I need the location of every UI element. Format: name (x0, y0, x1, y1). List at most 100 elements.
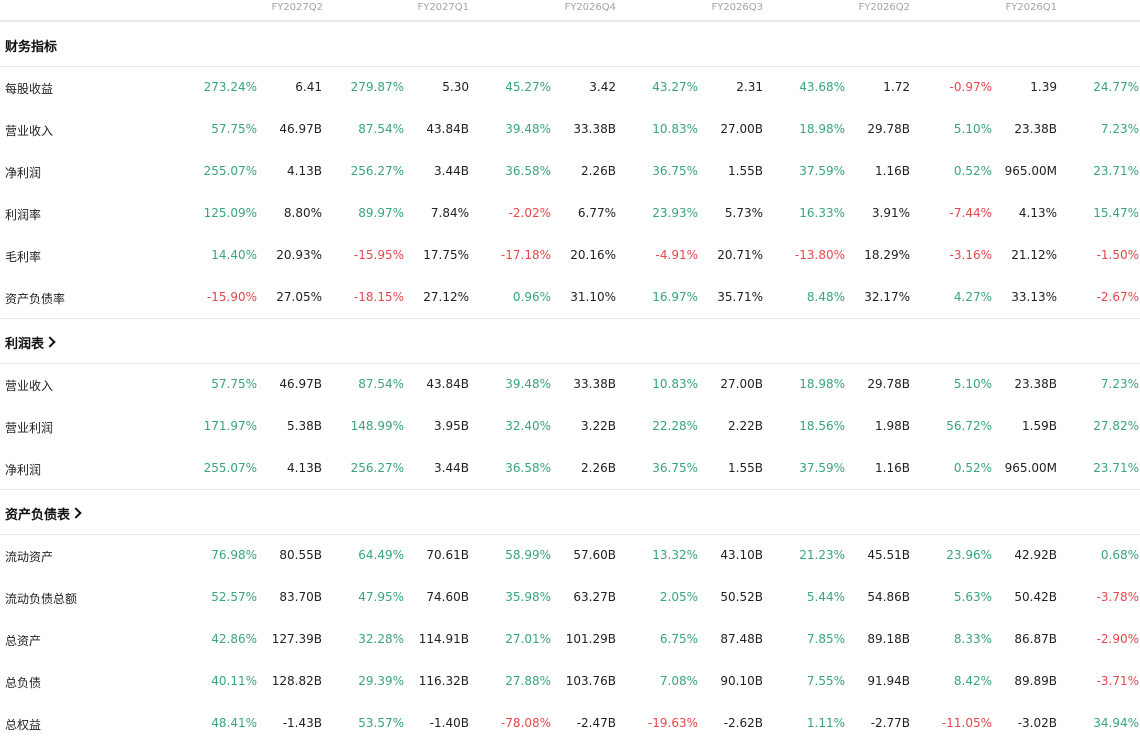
period-value: -3.02B (1017, 716, 1057, 730)
change-percent: 32.40% (505, 419, 551, 433)
chevron-right-icon[interactable] (44, 336, 56, 348)
period-header[interactable]: FY2026Q1 (1005, 2, 1057, 13)
period-value: 116.32B (418, 674, 469, 688)
change-percent: 10.83% (652, 377, 698, 391)
period-value: 89.89B (1014, 674, 1057, 688)
change-percent: 279.87% (350, 80, 404, 94)
change-percent: -19.63% (647, 716, 698, 730)
period-value: 3.22B (581, 419, 616, 433)
period-value: 20.71% (717, 248, 763, 262)
change-percent: 58.99% (505, 548, 551, 562)
change-percent: 64.49% (358, 548, 404, 562)
period-value: 33.38B (573, 377, 616, 391)
change-percent: 13.32% (652, 548, 698, 562)
period-value: 32.17% (864, 290, 910, 304)
change-percent: 39.48% (505, 377, 551, 391)
change-percent: 36.58% (505, 164, 551, 178)
section-title[interactable]: 资产负债表 (5, 504, 82, 523)
change-percent: 23.93% (652, 206, 698, 220)
chevron-right-icon[interactable] (70, 507, 82, 519)
change-percent: 35.98% (505, 590, 551, 604)
section-title-text: 利润表 (5, 337, 45, 352)
change-percent: 18.98% (799, 122, 845, 136)
table-row: 营业收入 57.75% 46.97B 87.54% 43.84B 39.48% 33.38B… (0, 363, 1140, 405)
period-value: 23.38B (1014, 122, 1057, 136)
change-percent: 7.55% (806, 674, 845, 688)
change-percent: 5.10% (953, 377, 992, 391)
period-value: 127.39B (271, 632, 322, 646)
table-row: 营业收入 57.75% 46.97B 87.54% 43.84B 39.48% 33.38B… (0, 108, 1140, 150)
change-percent: 43.68% (799, 80, 845, 94)
period-value: 23.38B (1014, 377, 1057, 391)
change-percent: 37.59% (799, 461, 845, 475)
period-value: 89.18B (867, 632, 910, 646)
change-percent: 48.41% (211, 716, 257, 730)
row-label: 净利润 (5, 166, 42, 180)
change-percent: 36.58% (505, 461, 551, 475)
change-percent: 8.33% (953, 632, 992, 646)
change-percent: 16.97% (652, 290, 698, 304)
table-row: 每股收益 273.24% 6.41 279.87% 5.30 45.27% 3.42 43.2… (0, 66, 1140, 108)
change-percent: -78.08% (500, 716, 551, 730)
period-value: -2.62B (723, 716, 763, 730)
row-label: 营业利润 (5, 421, 54, 435)
change-percent: 2.05% (659, 590, 698, 604)
change-percent: 57.75% (211, 122, 257, 136)
period-value: 31.10% (570, 290, 616, 304)
period-value: 27.05% (276, 290, 322, 304)
period-value: 2.26B (581, 164, 616, 178)
change-percent: 1.11% (806, 716, 845, 730)
change-percent: -2.90% (1096, 632, 1139, 646)
change-percent: 89.97% (358, 206, 404, 220)
section-header[interactable]: 利润表 (0, 318, 1140, 364)
change-percent: 22.28% (652, 419, 698, 433)
period-header[interactable]: FY2027Q1 (417, 2, 469, 13)
change-percent: 256.27% (350, 461, 404, 475)
period-value: -2.47B (576, 716, 616, 730)
change-percent: -15.95% (353, 248, 404, 262)
change-percent: 0.96% (512, 290, 551, 304)
period-value: 43.10B (720, 548, 763, 562)
period-value: 29.78B (867, 377, 910, 391)
change-percent: 43.27% (652, 80, 698, 94)
period-value: -2.77B (870, 716, 910, 730)
change-percent: -3.78% (1096, 590, 1139, 604)
period-value: 2.26B (581, 461, 616, 475)
table-row: 毛利率 14.40% 20.93% -15.95% 17.75% -17.18% 20.16… (0, 234, 1140, 276)
change-percent: 34.94% (1093, 716, 1139, 730)
period-value: 42.92B (1014, 548, 1057, 562)
change-percent: -4.91% (655, 248, 698, 262)
change-percent: 148.99% (350, 419, 404, 433)
change-percent: 53.57% (358, 716, 404, 730)
period-value: 3.95B (434, 419, 469, 433)
section-header[interactable]: 资产负债表 (0, 489, 1140, 535)
change-percent: 52.57% (211, 590, 257, 604)
change-percent: 0.52% (953, 461, 992, 475)
table-row: 总权益 48.41% -1.43B 53.57% -1.40B -78.08% -2.47B… (0, 702, 1140, 740)
change-percent: -18.15% (353, 290, 404, 304)
period-value: 965.00M (1004, 164, 1057, 178)
change-percent: 15.47% (1093, 206, 1139, 220)
period-value: 1.16B (875, 164, 910, 178)
period-header[interactable]: FY2026Q3 (711, 2, 763, 13)
table-row: 营业利润 171.97% 5.38B 148.99% 3.95B 32.40% 3.22B 2… (0, 405, 1140, 447)
period-value: 4.13B (287, 164, 322, 178)
period-value: 128.82B (271, 674, 322, 688)
change-percent: 10.83% (652, 122, 698, 136)
period-header[interactable]: FY2026Q4 (564, 2, 616, 13)
section-title[interactable]: 利润表 (5, 333, 56, 352)
row-label: 利润率 (5, 208, 42, 222)
change-percent: 256.27% (350, 164, 404, 178)
section-title: 财务指标 (5, 36, 57, 55)
change-percent: -3.71% (1096, 674, 1139, 688)
period-header[interactable]: FY2027Q2 (271, 2, 323, 13)
change-percent: 24.77% (1093, 80, 1139, 94)
period-value: 5.30 (442, 80, 469, 94)
change-percent: 5.10% (953, 122, 992, 136)
period-header[interactable]: FY2026Q2 (858, 2, 910, 13)
period-value: 87.48B (720, 632, 763, 646)
row-label: 每股收益 (5, 82, 54, 96)
period-value: 50.42B (1014, 590, 1057, 604)
change-percent: 255.07% (203, 461, 257, 475)
period-value: 90.10B (720, 674, 763, 688)
